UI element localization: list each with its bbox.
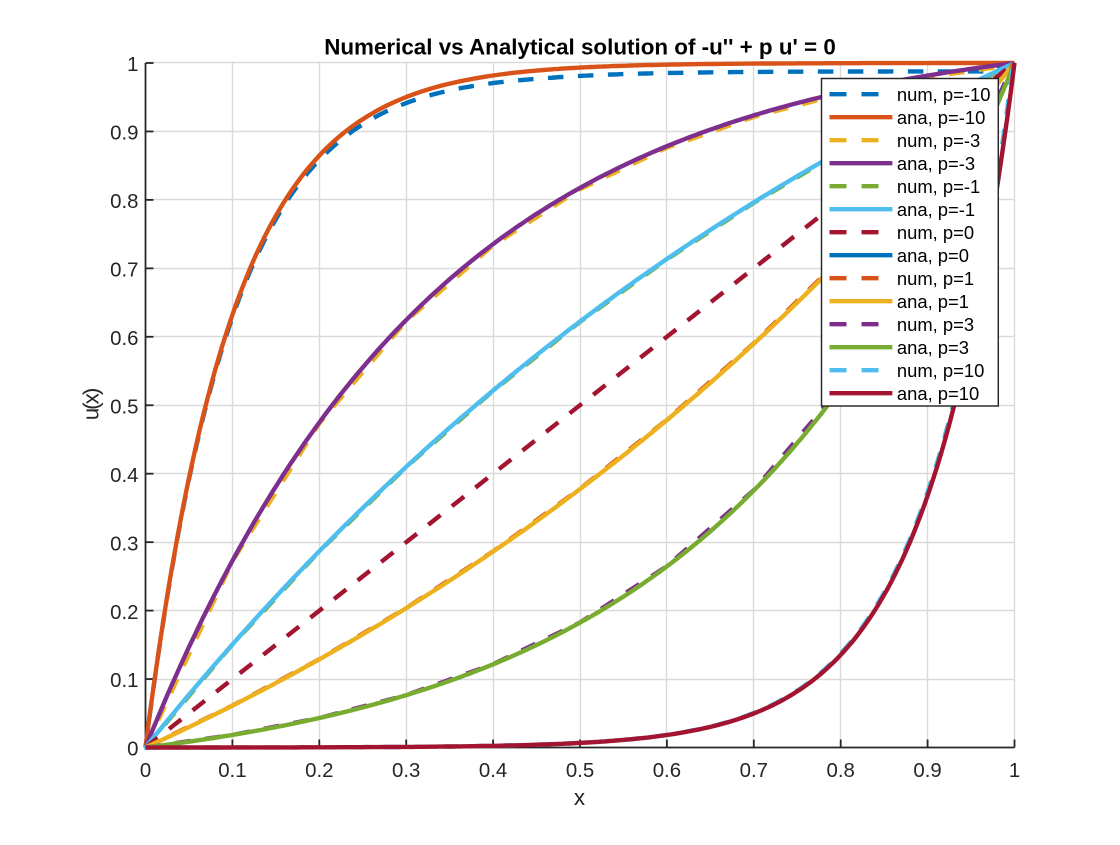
svg-text:ana, p=10: ana, p=10 [897, 383, 979, 404]
svg-text:0.7: 0.7 [110, 260, 138, 282]
svg-text:0.6: 0.6 [653, 760, 681, 782]
svg-text:num, p=-3: num, p=-3 [897, 130, 980, 151]
svg-text:x: x [574, 785, 585, 810]
svg-text:0.5: 0.5 [566, 760, 594, 782]
svg-text:ana, p=0: ana, p=0 [897, 245, 969, 266]
svg-text:ana, p=-1: ana, p=-1 [897, 199, 975, 220]
svg-text:0.5: 0.5 [110, 396, 138, 418]
svg-text:0.4: 0.4 [110, 465, 138, 487]
svg-text:0.8: 0.8 [110, 191, 138, 213]
svg-text:0.3: 0.3 [110, 533, 138, 555]
svg-text:ana, p=1: ana, p=1 [897, 291, 969, 312]
svg-text:num, p=1: num, p=1 [897, 268, 974, 289]
svg-text:ana, p=-3: ana, p=-3 [897, 153, 975, 174]
svg-text:num, p=-10: num, p=-10 [897, 84, 991, 105]
svg-text:0: 0 [127, 739, 138, 761]
svg-text:0.9: 0.9 [110, 123, 138, 145]
svg-text:ana, p=3: ana, p=3 [897, 337, 969, 358]
svg-text:0.3: 0.3 [392, 760, 420, 782]
svg-text:0: 0 [140, 760, 151, 782]
svg-text:0.6: 0.6 [110, 328, 138, 350]
svg-text:0.8: 0.8 [827, 760, 855, 782]
svg-text:0.7: 0.7 [740, 760, 768, 782]
svg-text:num, p=10: num, p=10 [897, 360, 984, 381]
svg-text:Numerical vs Analytical soluti: Numerical vs Analytical solution of -u''… [324, 35, 836, 60]
svg-text:num, p=3: num, p=3 [897, 314, 974, 335]
svg-text:0.1: 0.1 [110, 670, 138, 692]
svg-text:num, p=0: num, p=0 [897, 222, 974, 243]
svg-text:0.1: 0.1 [218, 760, 246, 782]
svg-text:num, p=-1: num, p=-1 [897, 176, 980, 197]
svg-text:1: 1 [127, 54, 138, 76]
svg-text:0.9: 0.9 [913, 760, 941, 782]
svg-text:0.2: 0.2 [110, 602, 138, 624]
svg-text:u(x): u(x) [79, 388, 104, 420]
svg-text:0.4: 0.4 [479, 760, 507, 782]
svg-text:ana, p=-10: ana, p=-10 [897, 107, 985, 128]
svg-text:1: 1 [1009, 760, 1020, 782]
svg-text:0.2: 0.2 [305, 760, 333, 782]
